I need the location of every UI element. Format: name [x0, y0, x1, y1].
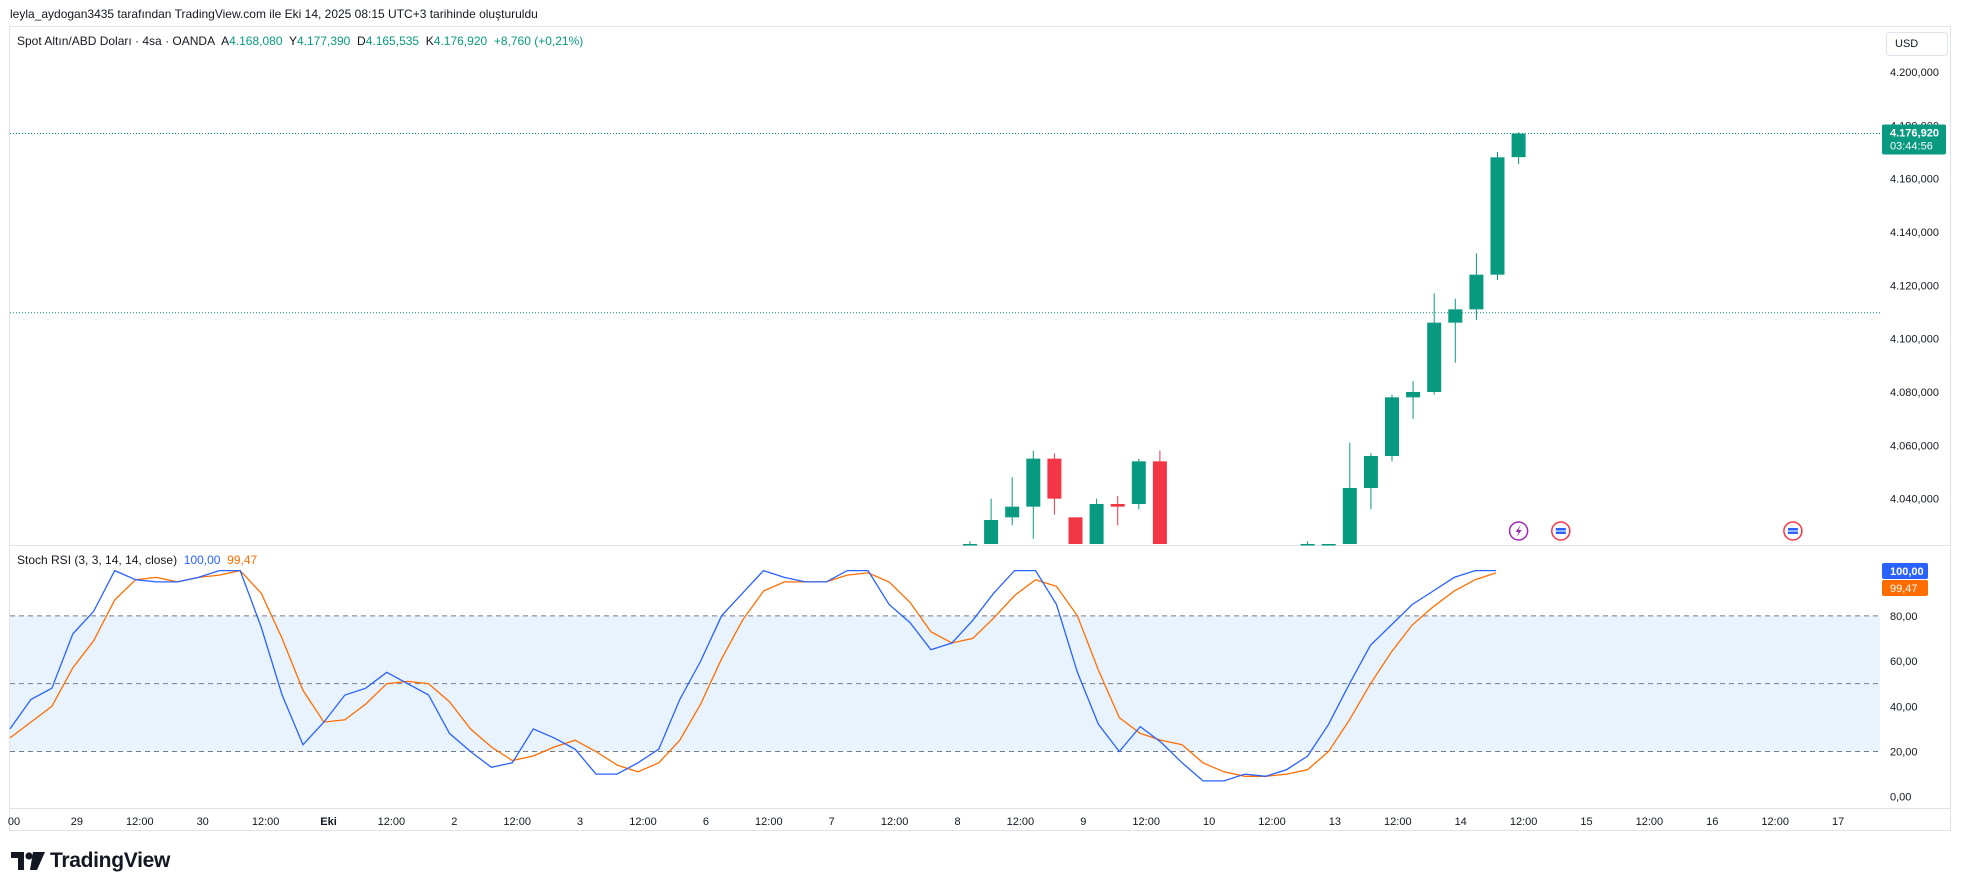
candle-body-down[interactable]	[1068, 517, 1083, 544]
close-label: K	[425, 34, 434, 48]
candle-body-up[interactable]	[1005, 506, 1020, 518]
stoch-rsi-d-value: 99,47	[227, 553, 258, 567]
lightning-icon	[1515, 525, 1522, 537]
stoch-rsi-legend[interactable]: Stoch RSI (3, 3, 14, 14, close) 100,00 9…	[17, 553, 257, 567]
currency-selector[interactable]: USD	[1886, 32, 1948, 56]
stoch-rsi-axis-tick: 20,00	[1890, 746, 1918, 758]
stoch-rsi-d-line[interactable]	[9, 569, 1497, 777]
high-value: 4.177,390	[296, 34, 351, 48]
open-label: A	[221, 34, 230, 48]
candle-body-up[interactable]	[963, 544, 977, 546]
time-axis-tick: 17	[1832, 816, 1844, 828]
time-axis-tick: 16	[1706, 816, 1718, 828]
price-axis-tick: 4.080,000	[1890, 387, 1939, 399]
time-axis-tick: 30	[197, 816, 209, 828]
candle-body-up[interactable]	[1469, 274, 1484, 310]
time-axis-tick: 6	[703, 816, 709, 828]
time-axis-tick: Eki	[320, 816, 337, 828]
candle-body-up[interactable]	[1363, 456, 1378, 488]
time-axis-tick: 12:00	[1510, 816, 1538, 828]
candle-body-up[interactable]	[1342, 488, 1357, 544]
close-value: 4.176,920	[433, 34, 488, 48]
price-axis-tick: 4.040,000	[1890, 494, 1939, 506]
change-value: +8,760 (+0,21%)	[493, 34, 584, 48]
stoch-d-label-bg	[1882, 580, 1928, 596]
candle-body-up[interactable]	[1131, 461, 1146, 504]
tradingview-logo[interactable]: TradingView	[11, 849, 170, 873]
time-axis-tick: 12:00	[503, 816, 531, 828]
high-label: Y	[288, 34, 297, 48]
time-axis-tick: 12:00	[378, 816, 406, 828]
stoch-rsi-axis-tick: 0,00	[1890, 792, 1911, 804]
time-axis-tick: 29	[71, 816, 83, 828]
time-axis-tick: 14	[1455, 816, 1467, 828]
price-axis-tick: 4.200,000	[1890, 67, 1939, 79]
bar-countdown-label: 03:44:56	[1890, 141, 1933, 153]
candle-body-up[interactable]	[1385, 397, 1399, 456]
candle-body-up[interactable]	[1490, 157, 1505, 275]
candle-body-up[interactable]	[1511, 133, 1526, 158]
time-axis-tick: 12:00	[881, 816, 909, 828]
price-axis-tick: 4.060,000	[1890, 440, 1939, 452]
stoch-d-axis-label: 99,47	[1890, 583, 1918, 595]
candle-body-up[interactable]	[1300, 544, 1315, 546]
chart-credit: leyla_aydogan3435 tarafından TradingView…	[10, 7, 538, 21]
tradingview-brand: TradingView	[50, 849, 171, 872]
low-label: D	[357, 34, 366, 48]
last-price-label: 4.176,920	[1890, 128, 1939, 140]
time-axis-tick: 3	[577, 816, 583, 828]
time-axis-tick: 12:00	[629, 816, 657, 828]
stoch-rsi-k-value: 100,00	[183, 553, 221, 567]
price-axis-tick: 4.160,000	[1890, 174, 1939, 186]
time-axis-tick: 12:00	[252, 816, 280, 828]
symbol-legend[interactable]: Spot Altın/ABD Doları · 4sa · OANDA A4.1…	[17, 34, 583, 48]
time-axis-tick: 12:00	[1761, 816, 1789, 828]
time-axis-tick: 8	[954, 816, 960, 828]
candle-body-down[interactable]	[1110, 504, 1125, 507]
time-axis-tick: 12:00	[755, 816, 783, 828]
candle-body-up[interactable]	[1406, 392, 1421, 398]
time-axis-tick: 7	[829, 816, 835, 828]
stoch-rsi-params: (3, 3, 14, 14, close)	[74, 553, 178, 567]
price-axis-tick: 4.120,000	[1890, 280, 1939, 292]
time-axis-tick: 9	[1080, 816, 1086, 828]
time-axis-tick: 12:00	[1636, 816, 1664, 828]
candle-body-up[interactable]	[1427, 322, 1442, 392]
stoch-k-axis-label: 100,00	[1890, 566, 1924, 578]
currency-label: USD	[1895, 38, 1919, 50]
stoch-rsi-title: Stoch RSI	[17, 553, 72, 567]
time-axis-tick: 15	[1580, 816, 1592, 828]
time-axis-tick: 10	[1203, 816, 1215, 828]
time-axis-tick: 00	[8, 816, 20, 828]
time-axis-tick: 12:00	[1007, 816, 1035, 828]
time-axis-tick: 12:00	[126, 816, 154, 828]
time-axis-tick: 12:00	[1132, 816, 1160, 828]
candle-body-up[interactable]	[1089, 504, 1104, 544]
candle-body-down[interactable]	[1152, 461, 1167, 544]
stoch-rsi-axis-tick: 60,00	[1890, 656, 1918, 668]
stoch-rsi-axis-tick: 40,00	[1890, 701, 1918, 713]
time-axis-tick: 12:00	[1258, 816, 1286, 828]
price-axis-tick: 4.140,000	[1890, 227, 1939, 239]
candle-body-down[interactable]	[1047, 458, 1062, 499]
time-axis-tick: 13	[1329, 816, 1341, 828]
stoch-rsi-k-line[interactable]	[9, 569, 1496, 782]
symbol-title: Spot Altın/ABD Doları · 4sa · OANDA	[17, 34, 216, 48]
last-price-label-bg	[1882, 124, 1946, 155]
candle-body-up[interactable]	[984, 520, 999, 544]
price-axis-tick: 4.100,000	[1890, 334, 1939, 346]
stoch-k-label-bg	[1882, 563, 1928, 579]
candle-body-up[interactable]	[1321, 544, 1336, 546]
open-value: 4.168,080	[229, 34, 283, 48]
low-value: 4.165,535	[365, 34, 420, 48]
tradingview-logo-icon	[11, 852, 45, 870]
stoch-rsi-axis-tick: 80,00	[1890, 611, 1918, 623]
time-axis-tick: 12:00	[1384, 816, 1412, 828]
chart-frame	[9, 26, 1951, 831]
candle-body-up[interactable]	[1026, 458, 1041, 507]
candle-body-up[interactable]	[1448, 309, 1463, 323]
time-axis-tick: 2	[451, 816, 457, 828]
